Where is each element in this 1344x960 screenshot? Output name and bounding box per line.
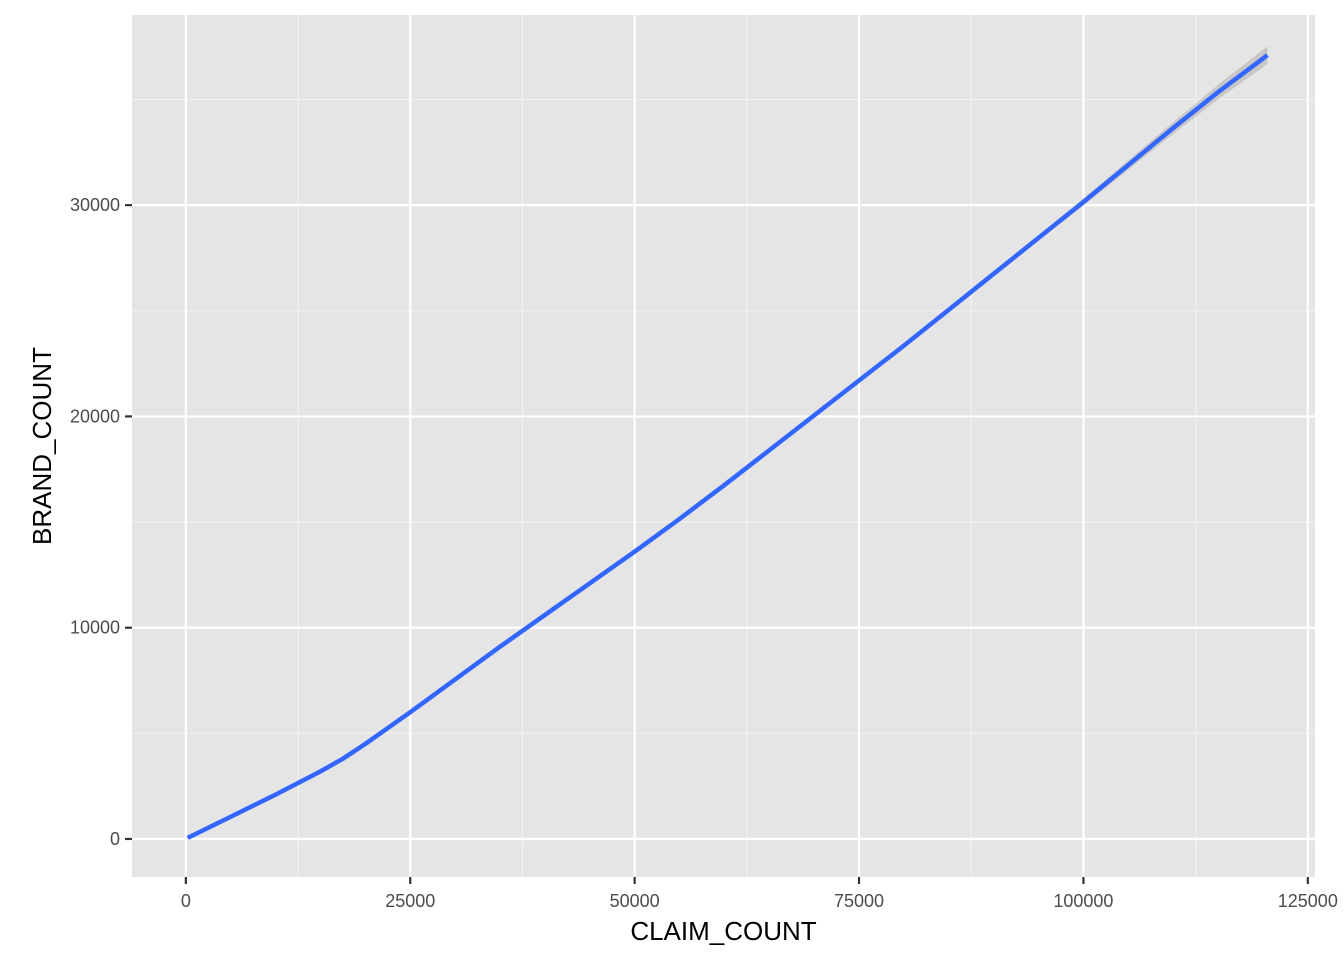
minor-gridlines — [132, 15, 1315, 877]
y-tick-label: 30000 — [70, 195, 120, 215]
x-tick-label: 125000 — [1278, 891, 1338, 911]
x-tick-label: 50000 — [610, 891, 660, 911]
x-tick-label: 25000 — [385, 891, 435, 911]
x-tick-label: 75000 — [834, 891, 884, 911]
smooth-line — [186, 53, 1269, 840]
plot-panel — [132, 15, 1315, 877]
y-axis-ticks: 0 10000 20000 30000 — [70, 195, 132, 849]
y-tick-label: 20000 — [70, 406, 120, 426]
major-gridlines — [132, 15, 1315, 877]
x-axis-title: CLAIM_COUNT — [630, 916, 816, 946]
y-axis-title: BRAND_COUNT — [27, 347, 57, 545]
x-tick-label: 100000 — [1053, 891, 1113, 911]
y-tick-label: 10000 — [70, 618, 120, 638]
y-tick-label: 0 — [110, 829, 120, 849]
x-tick-label: 0 — [181, 891, 191, 911]
x-axis-ticks: 0 25000 50000 75000 100000 125000 — [181, 877, 1338, 911]
